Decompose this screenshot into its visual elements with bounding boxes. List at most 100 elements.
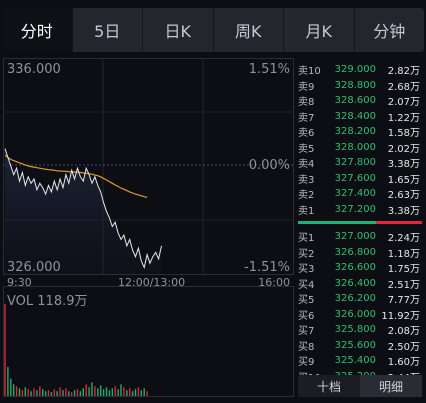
asks-level-name: 卖8 xyxy=(298,97,315,109)
bids-price: 325.600 xyxy=(334,339,376,351)
asks-level-name: 卖2 xyxy=(298,190,315,202)
asks-level-name: 卖5 xyxy=(298,143,315,155)
asks-price: 327.400 xyxy=(334,188,376,200)
bids-price: 326.000 xyxy=(334,308,376,320)
asks-row: 卖1 327.200 3.38万 xyxy=(298,202,422,218)
volume-label: VOL 118.9万 xyxy=(7,294,88,309)
tab-5day[interactable]: 5日 xyxy=(72,8,143,52)
asks-level-name: 卖6 xyxy=(298,128,315,140)
bids-volume: 2.50万 xyxy=(387,341,420,353)
asks-volume: 1.22万 xyxy=(387,112,420,124)
chart-period-tabs: 分时 5日 日K 周K 月K 分钟 xyxy=(2,8,424,52)
time-end-label: 16:00 xyxy=(258,276,290,289)
tab-depth[interactable]: 十档 xyxy=(298,375,360,397)
asks-volume: 1.58万 xyxy=(387,128,420,140)
asks-price: 328.600 xyxy=(334,95,376,107)
asks-price: 329.000 xyxy=(334,64,376,76)
tab-minute[interactable]: 分钟 xyxy=(354,8,424,52)
asks-level-name: 卖4 xyxy=(298,159,315,171)
volume-panel-frame xyxy=(3,286,294,397)
bids-volume: 1.18万 xyxy=(387,248,420,260)
bids-row: 买3 326.600 1.75万 xyxy=(298,260,422,276)
asks-level-name: 卖1 xyxy=(298,205,315,217)
bids-price: 325.800 xyxy=(334,324,376,336)
asks-level-name: 卖9 xyxy=(298,81,315,93)
bids-level-name: 买7 xyxy=(298,326,315,338)
tab-timeshare[interactable]: 分时 xyxy=(2,8,73,52)
asks-volume: 3.38万 xyxy=(387,159,420,171)
chart-svg xyxy=(3,58,294,397)
bids-price: 326.600 xyxy=(334,262,376,274)
bids-row: 买6 326.000 11.92万 xyxy=(298,307,422,323)
volume-layer xyxy=(4,304,148,396)
tab-monthly-k[interactable]: 月K xyxy=(284,8,355,52)
asks-row: 卖9 328.800 2.68万 xyxy=(298,78,422,94)
asks-price: 327.800 xyxy=(334,157,376,169)
asks-row: 卖5 328.000 2.02万 xyxy=(298,140,422,156)
bids-volume: 1.60万 xyxy=(387,357,420,369)
bids-price: 326.200 xyxy=(334,293,376,305)
bids-row: 买8 325.600 2.50万 xyxy=(298,338,422,354)
asks-level-name: 卖3 xyxy=(298,174,315,186)
bids-price: 326.400 xyxy=(334,277,376,289)
asks-level-name: 卖10 xyxy=(298,66,321,78)
asks-price: 328.200 xyxy=(334,126,376,138)
asks-row: 卖6 328.200 1.58万 xyxy=(298,124,422,140)
price-low-label: 326.000 xyxy=(7,260,61,275)
bids-volume: 11.92万 xyxy=(381,310,420,322)
bids-level-name: 买1 xyxy=(298,233,315,245)
bid-ask-ratio-bar xyxy=(298,221,422,224)
intraday-chart[interactable]: 336.000 1.51% 0.00% 326.000 -1.51% 9:30 … xyxy=(3,58,294,398)
bids-level-name: 买5 xyxy=(298,295,315,307)
asks-price: 328.000 xyxy=(334,141,376,153)
asks-row: 卖10 329.000 2.82万 xyxy=(298,62,422,78)
time-start-label: 9:30 xyxy=(7,276,32,289)
asks-row: 卖7 328.400 1.22万 xyxy=(298,109,422,125)
bids-level-name: 买3 xyxy=(298,264,315,276)
bids-row: 买9 325.400 1.60万 xyxy=(298,353,422,369)
asks-volume: 2.63万 xyxy=(387,190,420,202)
pct-high-label: 1.51% xyxy=(248,62,290,77)
bids-row: 买1 327.000 2.24万 xyxy=(298,229,422,245)
asks-volume: 1.65万 xyxy=(387,174,420,186)
asks-volume: 2.02万 xyxy=(387,143,420,155)
ratio-red xyxy=(376,221,422,224)
bids-level-name: 买9 xyxy=(298,357,315,369)
asks-row: 卖3 327.600 1.65万 xyxy=(298,171,422,187)
bids-volume: 7.77万 xyxy=(387,295,420,307)
asks-price: 327.200 xyxy=(334,203,376,215)
asks-price: 328.400 xyxy=(334,110,376,122)
ratio-green xyxy=(298,221,376,224)
order-book: 卖10 329.000 2.82万 卖9 328.800 2.68万 卖8 328.600 2.… xyxy=(298,62,422,384)
asks-row: 卖2 327.400 2.63万 xyxy=(298,186,422,202)
bids-level-name: 买6 xyxy=(298,310,315,322)
bids-row: 买2 326.800 1.18万 xyxy=(298,245,422,261)
bids-price: 326.800 xyxy=(334,246,376,258)
bids-level-name: 买4 xyxy=(298,279,315,291)
pct-low-label: -1.51% xyxy=(244,260,290,275)
bids-row: 买4 326.400 2.51万 xyxy=(298,276,422,292)
bids-level-name: 买2 xyxy=(298,248,315,260)
asks-volume: 3.38万 xyxy=(387,205,420,217)
asks-row: 卖8 328.600 2.07万 xyxy=(298,93,422,109)
bids-volume: 2.08万 xyxy=(387,326,420,338)
asks-price: 327.600 xyxy=(334,172,376,184)
tab-detail[interactable]: 明细 xyxy=(360,375,422,397)
bids-volume: 2.24万 xyxy=(387,233,420,245)
price-layer xyxy=(4,148,162,274)
bids-price: 327.000 xyxy=(334,231,376,243)
tab-daily-k[interactable]: 日K xyxy=(143,8,214,52)
bids-level-name: 买8 xyxy=(298,341,315,353)
bids-volume: 2.51万 xyxy=(387,279,420,291)
price-line xyxy=(4,148,162,270)
asks-price: 328.800 xyxy=(334,79,376,91)
bids-volume: 1.75万 xyxy=(387,264,420,276)
time-mid-label: 12:00/13:00 xyxy=(118,276,186,289)
asks-level-name: 卖7 xyxy=(298,112,315,124)
asks-volume: 2.07万 xyxy=(387,97,420,109)
tab-weekly-k[interactable]: 周K xyxy=(213,8,284,52)
bids-row: 买7 325.800 2.08万 xyxy=(298,322,422,338)
bids-price: 325.400 xyxy=(334,355,376,367)
bids-row: 买5 326.200 7.77万 xyxy=(298,291,422,307)
